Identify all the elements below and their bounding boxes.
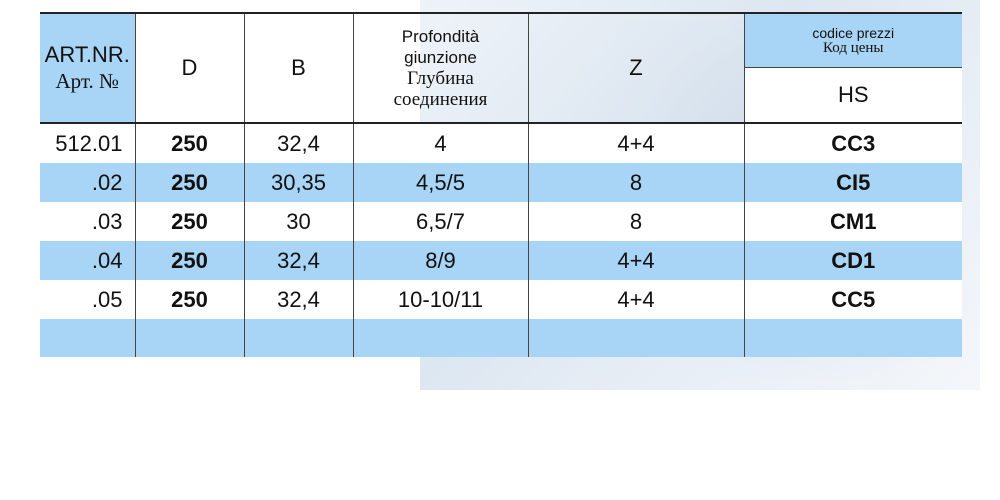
cell-z: 4+4 [527,241,744,280]
header-z: Z [527,12,744,124]
cell-depth: 8/9 [352,241,528,280]
cell-art: .02 [40,163,135,202]
table-row: .05 250 32,4 10-10/11 4+4 CC5 [40,280,962,319]
cell-z: 8 [527,163,744,202]
cell-d [134,319,244,357]
product-table: ART.NR. Арт. № D B Profondità giunzione … [40,12,962,357]
header-depth: Profondità giunzione Глубина соединения [352,12,528,124]
header-d: D [134,12,244,124]
cell-depth: 4,5/5 [352,163,528,202]
table-header-row: ART.NR. Арт. № D B Profondità giunzione … [40,12,962,124]
cell-d: 250 [134,280,244,319]
header-b: B [243,12,353,124]
cell-depth [352,319,528,357]
table-row: 512.01 250 32,4 4 4+4 CC3 [40,123,962,163]
cell-d: 250 [134,163,244,202]
cell-z: 4+4 [527,280,744,319]
header-art-nr: ART.NR. Арт. № [40,12,135,124]
cell-z: 4+4 [527,123,744,163]
table-row: .03 250 30 6,5/7 8 CM1 [40,202,962,241]
cell-depth: 6,5/7 [352,202,528,241]
cell-hs [743,319,962,357]
cell-b [243,319,353,357]
price-code-hs: HS [744,67,962,122]
cell-depth: 10-10/11 [352,280,528,319]
cell-z: 8 [527,202,744,241]
cell-hs: CD1 [743,241,962,280]
table-row: .02 250 30,35 4,5/5 8 CI5 [40,163,962,202]
cell-hs: CC3 [743,123,962,163]
cell-art: .03 [40,202,135,241]
table-row [40,319,962,357]
cell-art [40,319,135,357]
cell-d: 250 [134,123,244,163]
cell-b: 30,35 [243,163,353,202]
cell-d: 250 [134,241,244,280]
cell-b: 32,4 [243,280,353,319]
header-price-code: codice prezzi Код цены HS [743,12,962,124]
cell-b: 30 [243,202,353,241]
price-code-ru: Код цены [823,39,884,56]
cell-hs: CC5 [743,280,962,319]
cell-b: 32,4 [243,241,353,280]
cell-depth: 4 [352,123,528,163]
cell-z [527,319,744,357]
price-code-it: codice prezzi [812,24,895,41]
cell-hs: CI5 [743,163,962,202]
cell-b: 32,4 [243,123,353,163]
cell-art: .04 [40,241,135,280]
cell-hs: CM1 [743,202,962,241]
cell-d: 250 [134,202,244,241]
cell-art: .05 [40,280,135,319]
table-row: .04 250 32,4 8/9 4+4 CD1 [40,241,962,280]
cell-art: 512.01 [40,123,135,163]
